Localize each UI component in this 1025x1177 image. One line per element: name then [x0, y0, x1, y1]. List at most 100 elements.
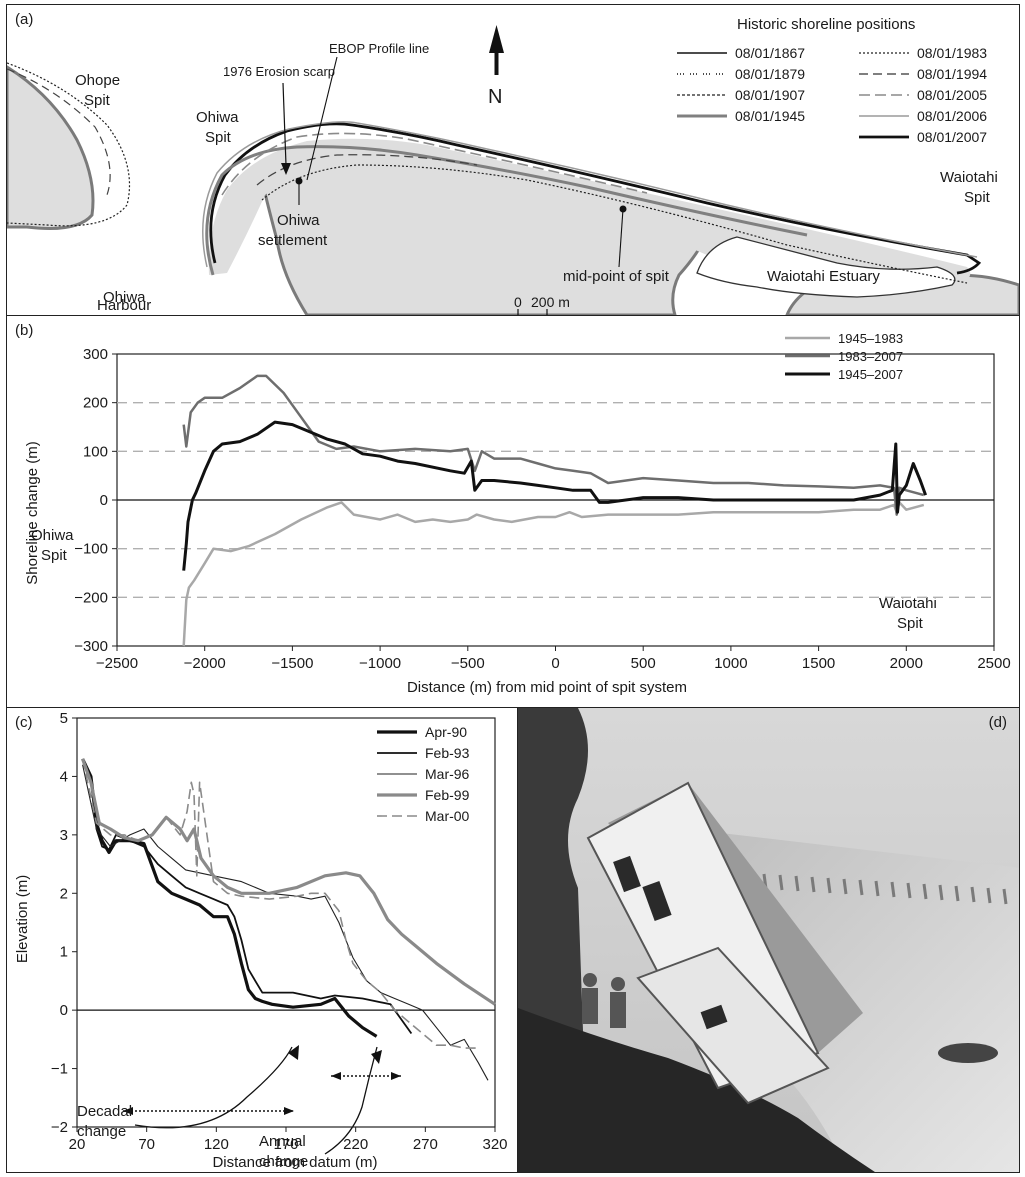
chart-c-legend-label-3: Feb-99 [425, 787, 470, 803]
chart-b-xtick-label-7: 1000 [714, 655, 747, 672]
scarp-arrowhead [281, 163, 291, 175]
shoreline-1983 [261, 164, 968, 284]
label-ohope-1: Ohope [75, 72, 120, 89]
chart-b-xtick-label-4: −500 [451, 655, 485, 672]
chart-c-series-line-2 [82, 764, 489, 1081]
chart-b-ytick-label-3: 0 [100, 492, 108, 509]
chart-c-xtick-label-1: 70 [138, 1136, 155, 1153]
chart-b-xtick-label-9: 2000 [890, 655, 923, 672]
chart-b-xlabel: Distance (m) from mid point of spit syst… [407, 679, 687, 696]
legend-date-3: 08/01/1945 [735, 108, 805, 124]
shoreline-1994 [256, 154, 478, 186]
chart-c-xtick-label-4: 220 [343, 1136, 368, 1153]
chart-b-xtick-label-1: −2000 [184, 655, 226, 672]
label-ohope-2: Spit [84, 92, 111, 109]
scarp-arrow [282, 82, 287, 166]
chart-b-ytick-label-1: −200 [74, 589, 108, 606]
chart-b-legend-label-2: 1945–2007 [838, 367, 903, 382]
annot-annual-2: change [259, 1153, 308, 1170]
chart-b-xtick-label-8: 1500 [802, 655, 835, 672]
legend-date-0: 08/01/1867 [735, 45, 805, 61]
chart-c-ytick-label-3: 1 [60, 944, 68, 961]
chart-c-ytick-label-1: −1 [51, 1061, 68, 1078]
chart-c-ytick-label-2: 0 [60, 1002, 68, 1019]
decadal-left-head [123, 1107, 133, 1115]
chart-c-xlabel: Distance from datum (m) [212, 1154, 377, 1171]
panel-b-shoreline-change: Shoreline change (m) Distance (m) from m… [6, 315, 1020, 708]
label-ohiwa-spit-2: Spit [205, 129, 232, 146]
annot-annual-1: Annual [259, 1133, 306, 1150]
panel-d-label: (d) [988, 714, 1007, 731]
chart-c-series-line-3 [81, 758, 496, 1006]
legend-date-5: 08/01/1994 [917, 66, 987, 82]
panel-c-profiles: Elevation (m) Distance from datum (m) De… [6, 707, 518, 1173]
chart-b-ytick-label-6: 300 [83, 346, 108, 363]
photo-tilted-house [586, 781, 863, 1105]
midpoint-pointer [618, 208, 624, 268]
chart-b-xtick-label-0: −2500 [96, 655, 138, 672]
annot-ohiwa-2: Spit [41, 547, 68, 564]
annual-pointer [324, 1046, 378, 1155]
house-erosion-photo [518, 708, 1019, 1172]
label-waiotahi-spit-2: Spit [964, 189, 991, 206]
chart-c-ylabel: Elevation (m) [14, 875, 31, 963]
chart-c-series-line-1 [81, 758, 413, 1035]
panel-a-label: (a) [15, 11, 34, 28]
shoreline-map: N 0 200 m Ohope Spit Ohiwa Spit 1976 Ero… [5, 16, 1021, 318]
label-settlement-2: settlement [258, 232, 328, 249]
chart-c-ytick-label-6: 4 [60, 768, 68, 785]
beach-profile-chart: Elevation (m) Distance from datum (m) De… [14, 710, 508, 1171]
label-waiotahi-spit-1: Waiotahi [940, 169, 998, 186]
annot-decadal-1: Decadal [77, 1103, 132, 1120]
chart-c-xtick-label-5: 270 [413, 1136, 438, 1153]
chart-b-ytick-label-0: −300 [74, 638, 108, 655]
chart-b-series-line-1 [182, 374, 925, 516]
chart-b-xtick-label-2: −1500 [271, 655, 313, 672]
ohope-1994 [6, 68, 111, 196]
chart-c-series-line-0 [81, 758, 378, 1038]
legend-title: Historic shoreline positions [737, 16, 915, 33]
label-midpoint: mid-point of spit [563, 268, 670, 285]
north-arrow-icon [489, 25, 504, 53]
chart-b-ytick-label-4: 100 [83, 443, 108, 460]
chart-c-ytick-label-4: 2 [60, 885, 68, 902]
chart-b-xtick-label-10: 2500 [977, 655, 1010, 672]
chart-b-xtick-label-5: 0 [551, 655, 559, 672]
photo-foreground-grass [518, 1008, 875, 1172]
label-harbour-1: Ohiwa [103, 289, 146, 306]
profile-line-pointer [306, 56, 338, 181]
shoreline-2007 [209, 122, 982, 275]
scale-label: 200 m [531, 294, 570, 310]
chart-b-series-line-0 [182, 501, 925, 647]
chart-c-xtick-label-6: 320 [482, 1136, 507, 1153]
chart-c-legend-label-2: Mar-96 [425, 766, 470, 782]
ohope-1907 [6, 62, 130, 227]
label-ebop-profile: EBOP Profile line [329, 41, 429, 56]
chart-b-xtick-label-3: −1000 [359, 655, 401, 672]
chart-c-ytick-label-0: −2 [51, 1119, 68, 1136]
decadal-pointer [134, 1046, 293, 1129]
panel-d-photo: (d) [517, 707, 1020, 1173]
chart-b-series-line-2 [182, 420, 928, 571]
chart-c-legend-label-0: Apr-90 [425, 724, 467, 740]
label-harbour-2: Harbour [97, 297, 151, 314]
label-settlement-1: Ohiwa [277, 212, 320, 229]
annot-waiotahi-2: Spit [897, 615, 924, 632]
north-label: N [488, 86, 502, 108]
legend-date-6: 08/01/2005 [917, 87, 987, 103]
chart-c-ytick-label-5: 3 [60, 827, 68, 844]
decadal-pointer-head [288, 1045, 299, 1060]
scale-zero: 0 [514, 294, 522, 310]
shoreline-legend: 08/01/1867 08/01/1879 08/01/1907 08/01/1945… [677, 45, 987, 145]
annot-ohiwa-1: Ohiwa [31, 527, 74, 544]
chart-c-legend-label-1: Feb-93 [425, 745, 470, 761]
chart-b-ylabel: Shoreline change (m) [24, 441, 41, 584]
photo-rock [938, 1043, 998, 1063]
chart-c-xtick-label-3: 170 [273, 1136, 298, 1153]
shoreline-1945 [205, 145, 808, 276]
decadal-right-head [284, 1107, 294, 1115]
chart-b-ytick-label-2: −100 [74, 541, 108, 558]
legend-date-1: 08/01/1879 [735, 66, 805, 82]
panel-b-label: (b) [15, 322, 34, 339]
chart-b-ytick-label-5: 200 [83, 395, 108, 412]
